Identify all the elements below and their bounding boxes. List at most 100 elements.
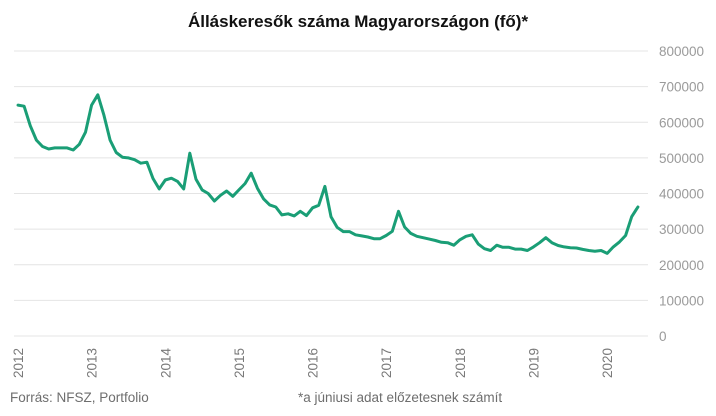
data-point [514,248,516,250]
data-point [508,246,510,248]
data-point [403,226,405,228]
y-tick-label: 400000 [659,187,704,202]
data-point [41,145,43,147]
data-point [195,178,197,180]
data-point [551,242,553,244]
data-point [299,210,301,212]
data-point [446,242,448,244]
data-point [502,246,504,248]
data-point [250,172,252,174]
data-point [637,206,639,208]
data-point [422,237,424,239]
data-point [582,248,584,250]
data-point [109,139,111,141]
y-tick-label: 800000 [659,44,704,59]
data-point [146,161,148,163]
data-point [453,244,455,246]
data-point [305,214,307,216]
data-point [78,143,80,145]
data-point [115,151,117,153]
data-point [189,152,191,154]
data-point [262,198,264,200]
y-tick-label: 700000 [659,80,704,95]
data-point [330,216,332,218]
data-point [152,177,154,179]
data-point [275,206,277,208]
data-point [133,159,135,161]
data-point [164,179,166,181]
data-point [66,147,68,149]
x-tick-label: 2019 [527,348,542,378]
data-point [90,104,92,106]
data-point [225,190,227,192]
data-point [256,187,258,189]
gridlines [14,50,648,337]
data-point [532,246,534,248]
data-point [269,204,271,206]
data-point [293,215,295,217]
data-point [311,207,313,209]
data-point [48,148,50,150]
data-point [631,216,633,218]
data-point [606,252,608,254]
data-point [176,180,178,182]
data-point [201,189,203,191]
data-point [373,238,375,240]
data-point [318,204,320,206]
x-tick-label: 2016 [306,348,321,378]
data-point [496,244,498,246]
data-point [29,125,31,127]
x-tick-label: 2014 [158,347,173,378]
data-point [84,131,86,133]
data-point [207,192,209,194]
data-point [538,242,540,244]
data-point [238,189,240,191]
y-tick-label: 200000 [659,258,704,273]
x-tick-label: 2018 [453,348,468,378]
data-point [183,188,185,190]
x-axis-ticks: 2012 2013 2014 2015 2016 2017 2018 2019 2020 [11,347,615,378]
y-tick-label: 0 [659,329,667,344]
data-point [471,234,473,236]
data-point [624,234,626,236]
data-point [232,195,234,197]
data-point [520,248,522,250]
data-point [459,239,461,241]
data-point [97,94,99,96]
data-point [428,238,430,240]
data-point [465,235,467,237]
data-point [434,239,436,241]
data-point [594,250,596,252]
data-point [379,238,381,240]
y-tick-label: 600000 [659,115,704,130]
x-tick-label: 2020 [600,348,615,378]
data-point [367,236,369,238]
x-tick-label: 2012 [11,348,26,378]
x-tick-label: 2013 [85,348,100,378]
data-point [354,234,356,236]
data-point [575,247,577,249]
data-point [324,185,326,187]
data-point [385,234,387,236]
y-tick-label: 500000 [659,151,704,166]
data-point [23,105,25,107]
data-point [17,104,19,106]
data-point [287,213,289,215]
data-point [361,235,363,237]
data-point [121,156,123,158]
y-tick-label: 100000 [659,293,704,308]
data-point [526,249,528,251]
data-point [54,147,56,149]
data-point [35,139,37,141]
chart-title: Álláskeresők száma Magyarországon (fő)* [187,12,529,31]
data-point [72,149,74,151]
data-point [416,235,418,237]
series-line [16,93,640,255]
data-point [158,188,160,190]
data-point [440,241,442,243]
data-point [140,162,142,164]
y-axis-ticks: 800000 700000 600000 500000 400000 300000 2000… [659,44,704,344]
data-point [342,230,344,232]
data-point [397,210,399,212]
